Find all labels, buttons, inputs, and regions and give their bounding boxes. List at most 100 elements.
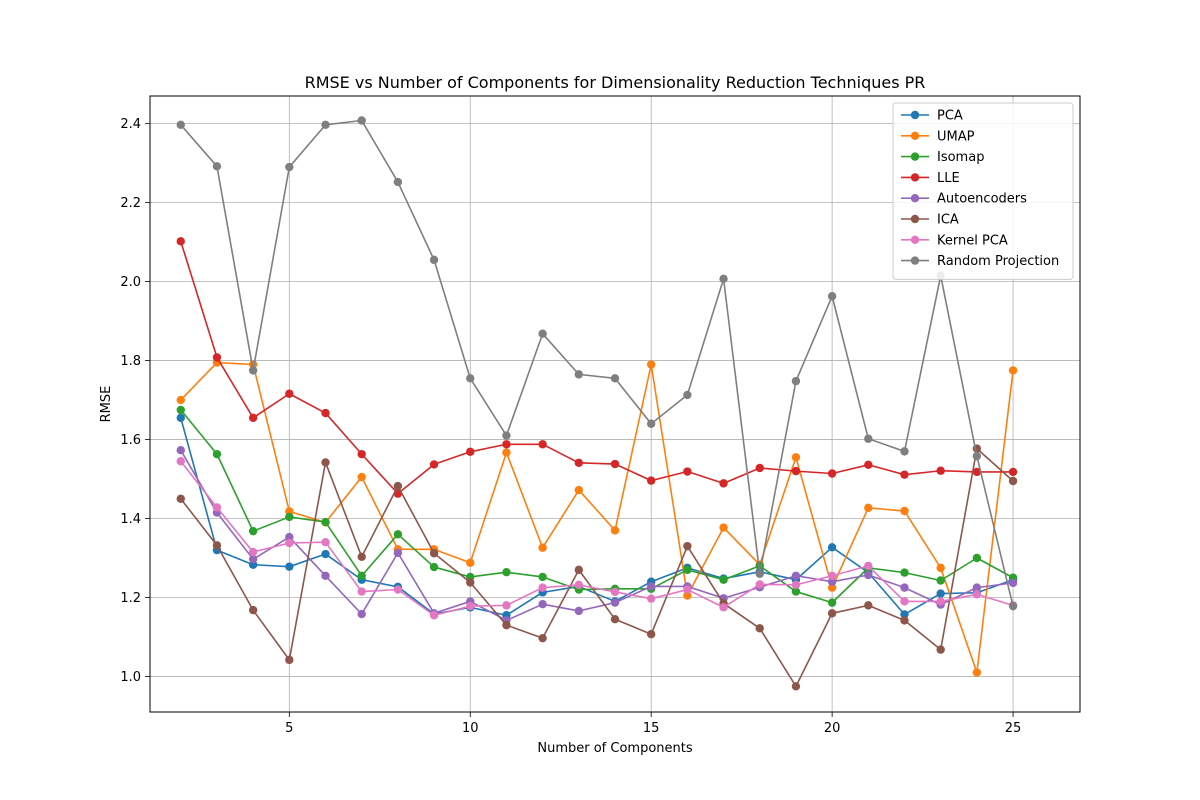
data-point-kernel-pca xyxy=(393,585,403,594)
data-point-random-projection xyxy=(429,255,439,265)
data-point-kernel-pca xyxy=(683,585,692,594)
data-point-kernel-pca xyxy=(719,603,728,612)
data-point-isomap xyxy=(683,565,692,575)
data-point-pca xyxy=(827,543,837,552)
data-point-lle xyxy=(502,440,511,449)
legend-label-random-projection: Random Projection xyxy=(937,254,1059,269)
data-point-isomap xyxy=(429,562,439,572)
data-point-isomap xyxy=(827,598,837,607)
data-point-lle xyxy=(791,466,801,476)
data-point-ica xyxy=(1008,476,1018,486)
series-line-ica xyxy=(180,447,1014,688)
data-point-autoencoders xyxy=(791,571,801,580)
x-tick-label: 25 xyxy=(1005,721,1022,736)
series-group xyxy=(176,116,1018,691)
data-point-lle xyxy=(719,479,728,488)
data-point-autoencoders xyxy=(321,571,330,580)
data-point-isomap xyxy=(248,526,258,536)
data-point-kernel-pca xyxy=(357,587,366,596)
data-point-umap xyxy=(827,583,837,592)
data-point-random-projection xyxy=(248,366,258,375)
data-point-isomap xyxy=(285,512,294,522)
legend-label-pca: PCA xyxy=(937,109,963,124)
data-point-kernel-pca xyxy=(646,594,656,603)
series-ica xyxy=(176,444,1018,691)
data-point-autoencoders xyxy=(176,446,185,455)
data-point-kernel-pca xyxy=(755,580,764,589)
legend-box xyxy=(892,102,1074,280)
legend-entry-autoencoders: Autoencoders xyxy=(901,192,1027,207)
data-point-lle xyxy=(285,389,294,398)
legend-entry-pca: PCA xyxy=(901,109,963,124)
data-point-kernel-pca xyxy=(321,538,330,547)
data-point-random-projection xyxy=(538,329,547,338)
data-point-umap xyxy=(900,506,909,516)
data-point-lle xyxy=(538,440,547,449)
axis-ticks: 5 10 15 20 25 1.0 1.2 1.4 1.6 1.8 2.0 2.2 2.4 xyxy=(120,117,1021,736)
data-point-ica xyxy=(357,552,366,562)
data-point-umap xyxy=(864,503,873,513)
legend: PCA UMAP Isomap LLE Autoencoders ICA Kernel PC… xyxy=(892,102,1074,280)
data-point-pca xyxy=(176,413,185,423)
data-point-lle xyxy=(176,237,185,246)
data-point-autoencoders xyxy=(1008,578,1018,588)
data-point-random-projection xyxy=(972,451,982,461)
series-line-lle xyxy=(179,241,1014,495)
x-tick-label: 15 xyxy=(643,721,660,736)
data-point-random-projection xyxy=(321,120,330,130)
data-point-lle xyxy=(864,460,873,470)
data-point-umap xyxy=(936,563,945,573)
data-point-random-projection xyxy=(393,177,403,187)
data-point-autoencoders xyxy=(827,577,837,586)
data-point-random-projection xyxy=(791,376,801,386)
series-lle xyxy=(176,237,1018,498)
data-point-umap xyxy=(574,485,584,495)
data-point-lle xyxy=(936,466,945,475)
data-point-lle xyxy=(466,447,475,456)
data-point-lle xyxy=(972,467,982,477)
y-tick-label: 2.4 xyxy=(120,117,141,132)
data-point-kernel-pca xyxy=(502,601,511,610)
legend-marker-autoencoders xyxy=(910,194,920,203)
data-point-pca xyxy=(321,549,330,559)
data-point-ica xyxy=(864,601,873,610)
legend-label-ica: ICA xyxy=(937,213,959,228)
data-point-kernel-pca xyxy=(285,538,294,548)
data-point-kernel-pca xyxy=(864,561,873,571)
data-point-isomap xyxy=(719,575,728,584)
x-tick-label: 10 xyxy=(462,721,479,736)
y-axis-label: RMSE xyxy=(99,386,114,423)
series-autoencoders xyxy=(176,446,1018,625)
data-point-kernel-pca xyxy=(538,583,547,592)
data-point-ica xyxy=(646,630,656,639)
legend-marker-isomap xyxy=(910,152,920,161)
data-point-random-projection xyxy=(900,447,909,456)
data-point-kernel-pca xyxy=(429,611,439,620)
data-point-umap xyxy=(646,360,656,369)
data-point-ica xyxy=(972,444,982,453)
data-point-ica xyxy=(429,549,439,558)
data-point-random-projection xyxy=(683,390,692,400)
data-point-random-projection xyxy=(610,374,620,383)
data-point-autoencoders xyxy=(574,606,584,616)
data-point-autoencoders xyxy=(610,598,620,607)
data-point-lle xyxy=(357,449,366,459)
data-point-kernel-pca xyxy=(212,503,222,512)
data-point-pca xyxy=(936,589,945,598)
data-point-pca xyxy=(900,610,909,619)
legend-label-lle: LLE xyxy=(937,171,960,186)
data-point-umap xyxy=(357,472,366,482)
legend-marker-random-projection xyxy=(910,256,920,265)
data-point-ica xyxy=(574,565,584,575)
data-point-ica xyxy=(248,605,258,615)
data-point-isomap xyxy=(176,405,185,415)
data-point-ica xyxy=(393,481,403,491)
data-point-kernel-pca xyxy=(574,580,584,590)
data-point-isomap xyxy=(393,530,403,539)
legend-marker-kernel-pca xyxy=(910,235,920,244)
y-tick-label: 1.2 xyxy=(120,591,141,606)
legend-label-autoencoders: Autoencoders xyxy=(937,192,1027,207)
data-point-ica xyxy=(900,616,909,625)
data-point-isomap xyxy=(972,553,982,563)
